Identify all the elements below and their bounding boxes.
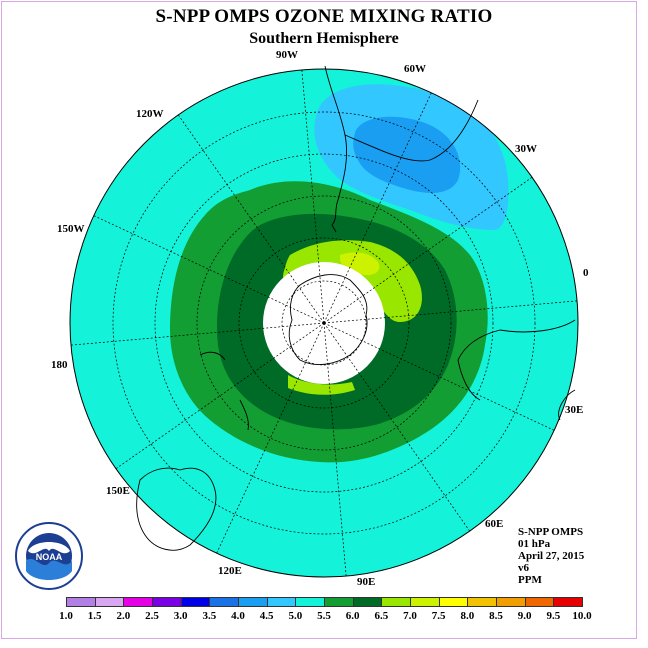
- colorbar-label: 3.5: [202, 610, 217, 622]
- longitude-label: 0: [583, 267, 589, 279]
- colorbar-swatch: [295, 597, 325, 607]
- colorbar-label: 6.5: [374, 610, 389, 622]
- colorbar-label: 1.0: [59, 610, 73, 622]
- longitude-labels: 90W 60W 30W 0 30E 60E 90E 120E 150E 180 150W 120W: [51, 49, 589, 588]
- latitude-grid: [112, 111, 536, 535]
- longitude-label: 120W: [136, 108, 164, 120]
- colorbar-label: 1.5: [87, 610, 102, 622]
- coastlines: [136, 65, 576, 551]
- contour-6.5: [283, 240, 422, 322]
- contour-4.0: [353, 116, 461, 193]
- colorbar-swatch: [152, 597, 182, 607]
- longitude-label: 150E: [106, 485, 130, 497]
- colorbar-swatch: [496, 597, 526, 607]
- colorbar-label: 5.5: [317, 610, 331, 622]
- contour-6.5-south: [288, 375, 355, 395]
- colorbar-swatch: [381, 597, 411, 607]
- longitude-label: 150W: [57, 223, 85, 235]
- colorbar-swatch: [438, 597, 469, 607]
- colorbar-swatch: [180, 597, 211, 607]
- colorbar-label: 4.0: [231, 610, 245, 622]
- colorbar-swatch: [352, 597, 383, 607]
- colorbar-label: 5.0: [288, 610, 303, 622]
- colorbar-label: 10.0: [572, 610, 592, 622]
- colorbar-label: 6.0: [345, 610, 360, 622]
- longitude-label: 90W: [276, 49, 298, 61]
- colorbar-swatch: [553, 597, 583, 607]
- longitude-label: 30W: [515, 143, 537, 155]
- longitude-label: 180: [51, 359, 68, 371]
- info-date: April 27, 2015: [518, 550, 585, 562]
- colorbar-label: 9.0: [517, 610, 532, 622]
- colorbar-swatch: [467, 597, 497, 607]
- colorbar-swatch: [524, 597, 555, 607]
- longitude-label: 60W: [404, 63, 426, 75]
- colorbar-swatch: [238, 597, 268, 607]
- colorbar-label: 9.5: [546, 610, 561, 622]
- colorbar-swatch: [209, 597, 239, 607]
- colorbar-label: 7.5: [431, 610, 446, 622]
- colorbar-swatch: [66, 597, 96, 607]
- map-boundary: [69, 68, 579, 578]
- info-instrument: S-NPP OMPS: [518, 526, 584, 538]
- info-level: 01 hPa: [518, 538, 551, 550]
- colorbar-swatch: [266, 597, 297, 607]
- colorbar-label: 2.5: [145, 610, 159, 622]
- plot-frame: [1, 1, 637, 639]
- colorbar-swatch: [123, 597, 153, 607]
- noaa-logo: NOAA: [15, 522, 83, 590]
- noaa-logo-text: NOAA: [36, 552, 63, 562]
- colorbar-swatch: [324, 597, 354, 607]
- colorbar-label: 3.0: [173, 610, 188, 622]
- map-subtitle: Southern Hemisphere: [249, 30, 399, 47]
- colorbar-label: 8.5: [489, 610, 503, 622]
- colorbar-label: 2.0: [116, 610, 131, 622]
- colorbar-swatch: [410, 597, 440, 607]
- info-units: PPM: [518, 574, 542, 586]
- info-version: v6: [518, 562, 529, 574]
- colorbar-swatch: [94, 597, 125, 607]
- longitude-label: 90E: [357, 576, 375, 588]
- colorbar-label: 8.0: [460, 610, 475, 622]
- longitude-label: 120E: [218, 565, 242, 577]
- longitude-label: 30E: [565, 404, 583, 416]
- colorbar-label: 7.0: [403, 610, 417, 622]
- longitude-label: 60E: [485, 518, 503, 530]
- map-title: S-NPP OMPS OZONE MIXING RATIO: [155, 6, 493, 27]
- colorbar-label: 4.5: [259, 610, 274, 622]
- south-pole: [322, 321, 326, 325]
